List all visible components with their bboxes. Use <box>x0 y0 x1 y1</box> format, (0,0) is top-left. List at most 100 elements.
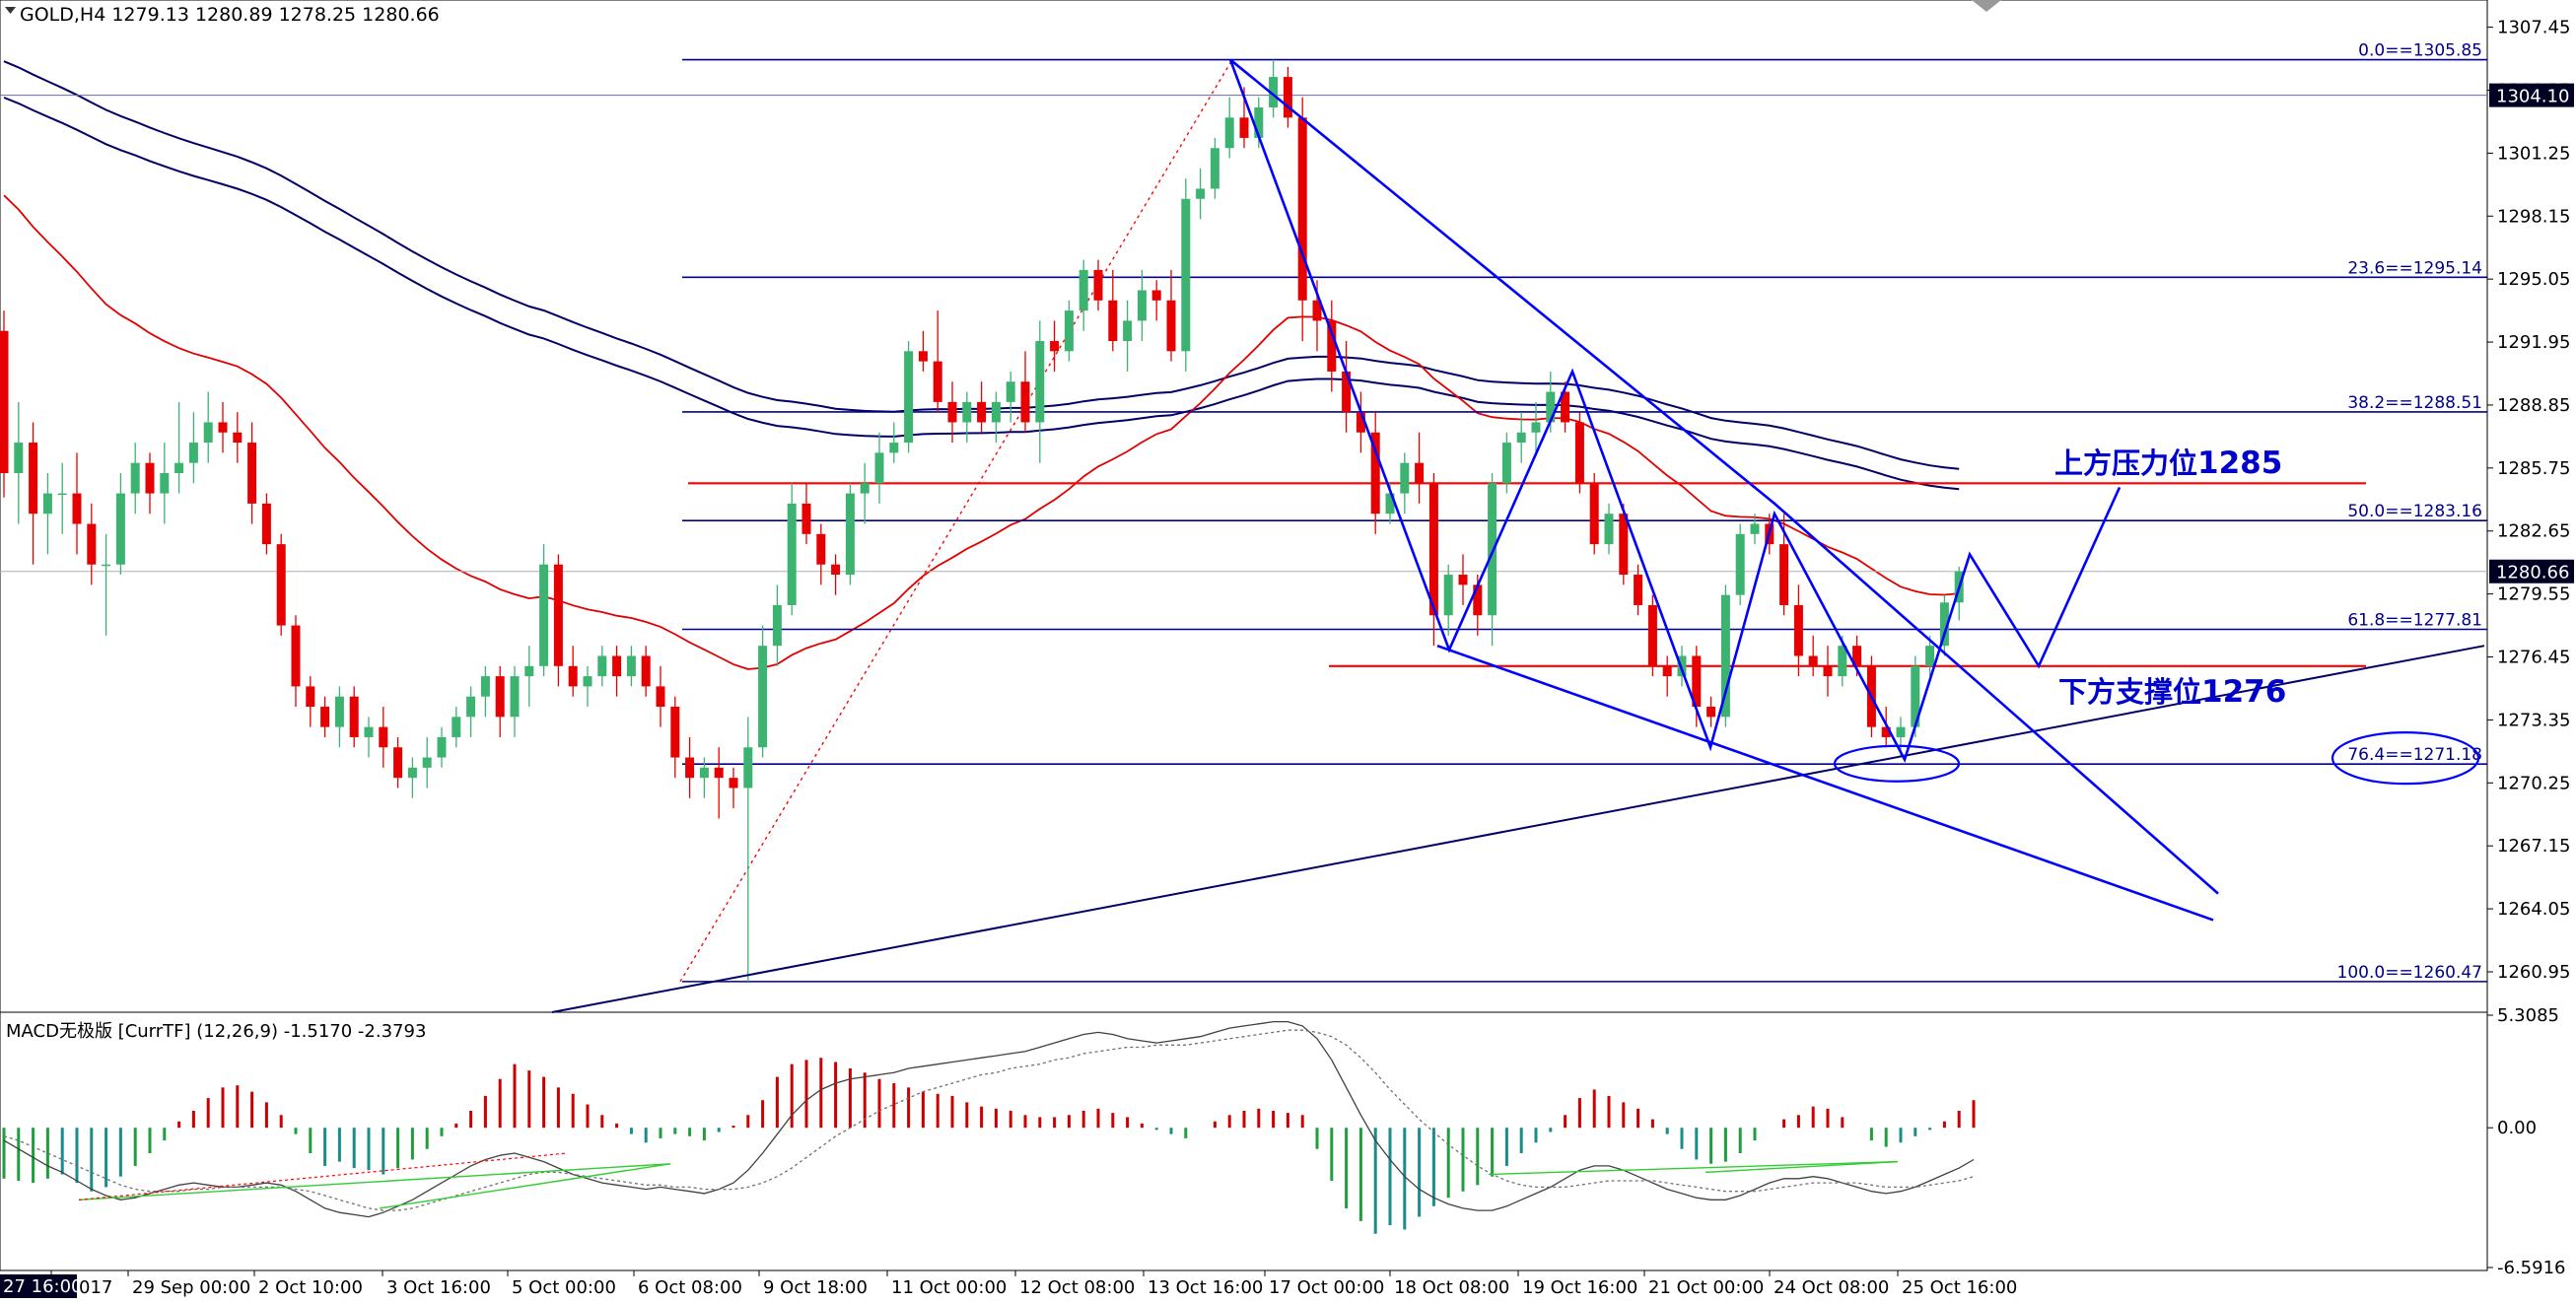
candle-body <box>130 462 140 494</box>
candle-body <box>699 767 709 779</box>
candle <box>14 401 24 524</box>
candle <box>1634 564 1643 616</box>
candle <box>57 462 67 534</box>
candle <box>816 523 826 585</box>
candle <box>349 686 359 748</box>
candle <box>407 757 417 798</box>
candle-body <box>743 747 753 789</box>
candle-body <box>612 655 622 677</box>
channel-top-line[interactable] <box>1229 58 2219 895</box>
candle-body <box>874 452 884 484</box>
candle <box>72 452 82 555</box>
candle <box>480 665 490 718</box>
symbol-menu-icon[interactable] <box>5 7 16 14</box>
candle-body <box>480 676 490 697</box>
candle-body <box>276 544 286 626</box>
candle-body <box>597 655 607 677</box>
candle-body <box>1604 514 1614 545</box>
candle <box>1151 280 1161 321</box>
candle-body <box>816 533 826 565</box>
candle-body <box>393 747 403 779</box>
candle-body <box>1662 665 1672 677</box>
candle <box>87 503 97 585</box>
candle <box>1750 514 1760 545</box>
candle <box>1166 269 1176 362</box>
candle-body <box>1400 462 1410 494</box>
candle <box>1370 412 1380 534</box>
candle <box>1342 341 1352 433</box>
candle-body <box>334 696 344 727</box>
candle-body <box>174 462 184 473</box>
candle <box>1793 584 1803 677</box>
candle-body <box>772 604 782 647</box>
candle <box>874 432 884 504</box>
candle <box>102 533 111 636</box>
candle-body <box>160 472 170 494</box>
candle-body <box>1823 665 1833 677</box>
candle <box>1516 412 1526 463</box>
candle <box>1079 259 1088 331</box>
candle <box>889 422 899 463</box>
macd-line <box>3 1020 1975 1218</box>
price-tick-label: 1279.55 <box>2497 584 2570 605</box>
candle-body <box>14 443 24 473</box>
fibonacci-retracement[interactable]: 0.0==1305.85 23.6==1295.14 38.2==1288.51 50… <box>0 41 2487 983</box>
price-tick-label: 1288.85 <box>2497 395 2570 416</box>
candle-body <box>1750 523 1760 534</box>
candle <box>1706 696 1716 727</box>
candle-body <box>1531 422 1541 433</box>
candle <box>1035 320 1045 463</box>
candle-body <box>145 462 155 494</box>
rising-trendline[interactable] <box>551 645 2485 1013</box>
macd-panel[interactable] <box>0 1011 2488 1271</box>
candle <box>320 696 330 737</box>
candle <box>1283 66 1292 128</box>
candle <box>174 401 184 494</box>
trendline-drawings[interactable] <box>551 58 2485 1013</box>
candle-body <box>306 686 315 708</box>
channel-bottom-line[interactable] <box>1436 644 2214 922</box>
candle <box>962 391 972 444</box>
candle-body <box>1458 575 1468 585</box>
candle <box>247 422 257 524</box>
price-tick-label: 1282.65 <box>2497 521 2570 542</box>
candle-body <box>1443 575 1453 616</box>
price-tick-label: 1276.45 <box>2497 648 2570 668</box>
divergence-line <box>1488 1160 1899 1176</box>
candle <box>1604 503 1614 555</box>
candle-body <box>203 422 213 444</box>
time-tick-label: 5 Oct 00:00 <box>512 1277 616 1298</box>
price-tick-label: 1260.95 <box>2497 962 2570 983</box>
low-highlight <box>1833 744 1961 783</box>
candle <box>145 452 155 514</box>
support-resistance-levels[interactable] <box>688 482 2366 667</box>
candle-body <box>1516 432 1526 444</box>
candle <box>758 625 768 758</box>
candle <box>860 462 870 524</box>
wave-projection-line[interactable] <box>1228 59 2122 763</box>
candle-body <box>831 564 841 576</box>
candle-body <box>437 736 447 758</box>
candle-body <box>1370 432 1380 514</box>
candle <box>466 686 476 737</box>
candle <box>1269 59 1279 118</box>
candle-body <box>670 707 680 758</box>
candle <box>1181 178 1191 372</box>
time-tick-label: 13 Oct 16:00 <box>1148 1277 1263 1298</box>
candle <box>510 665 520 737</box>
candle-body <box>1079 269 1088 311</box>
time-tick-label: 17 Oct 00:00 <box>1269 1277 1384 1298</box>
candle-body <box>42 493 52 514</box>
candle-body <box>1239 117 1249 138</box>
candle-body <box>188 443 198 463</box>
price-tag-label: 1304.10 <box>2496 87 2569 107</box>
candle-body <box>977 401 987 423</box>
candle-body <box>1196 188 1206 199</box>
candle-body <box>115 493 125 565</box>
candle-body <box>291 625 301 687</box>
candle <box>1210 137 1219 199</box>
price-tick-label: 1264.05 <box>2497 899 2570 920</box>
candle-body <box>729 778 738 789</box>
price-tag <box>2489 559 2574 583</box>
